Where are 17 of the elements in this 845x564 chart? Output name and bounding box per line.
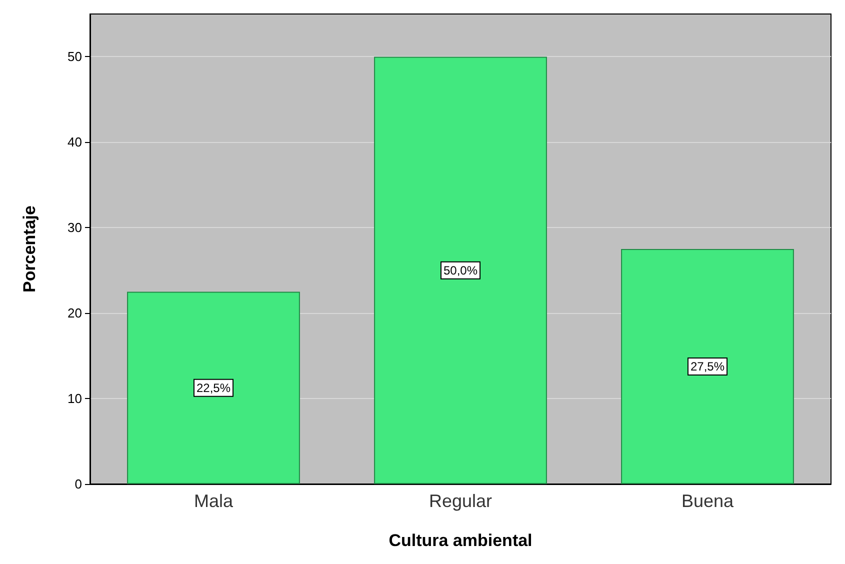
y-tick-label: 30 bbox=[68, 220, 82, 236]
x-tick-label: Buena bbox=[681, 491, 735, 511]
x-axis-title: Cultura ambiental bbox=[388, 531, 532, 550]
y-tick-label: 40 bbox=[68, 134, 82, 150]
x-tick-label: Regular bbox=[428, 491, 492, 511]
y-tick-label: 20 bbox=[68, 306, 82, 321]
y-axis-title: Porcentaje bbox=[20, 206, 39, 292]
data-label: 27,5% bbox=[690, 360, 725, 374]
data-label: 22,5% bbox=[196, 380, 231, 395]
bar bbox=[621, 249, 794, 484]
data-label: 50,0% bbox=[443, 263, 478, 278]
bar bbox=[374, 56, 547, 484]
x-tick-label: Mala bbox=[194, 491, 234, 511]
bar bbox=[127, 292, 300, 484]
y-tick-label: 10 bbox=[68, 391, 82, 406]
y-tick-label: 0 bbox=[74, 476, 82, 492]
y-tick-label: 50 bbox=[68, 49, 82, 64]
